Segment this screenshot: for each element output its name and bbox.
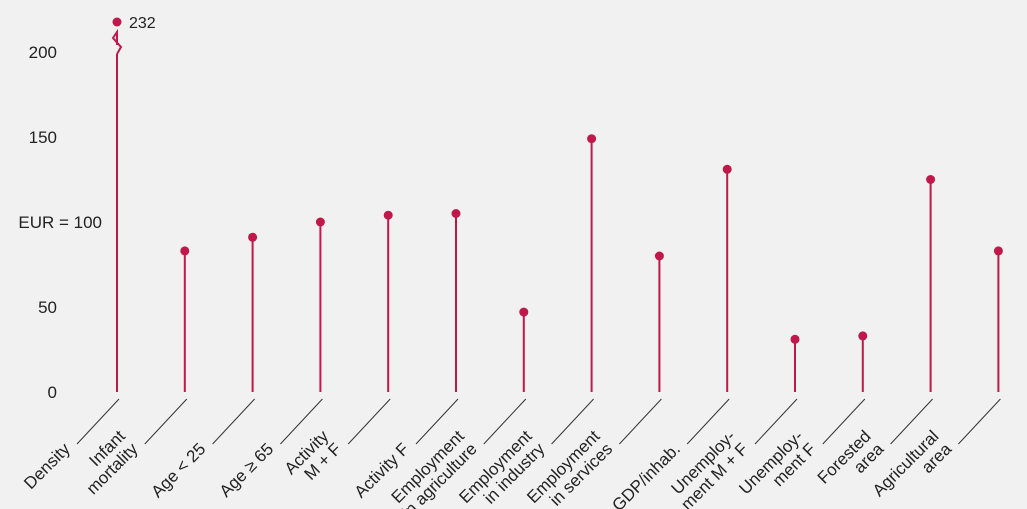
axis-break xyxy=(111,28,123,55)
y-tick-label: 0 xyxy=(48,383,57,402)
category-label: Unemploy-ment M + F xyxy=(668,427,752,509)
dot xyxy=(451,209,461,218)
y-tick-label: 150 xyxy=(29,128,57,147)
category-label-line: GDP/inhab. xyxy=(608,439,684,509)
label-leader xyxy=(280,398,323,445)
label-leader xyxy=(144,398,188,445)
dot xyxy=(248,232,258,242)
label-leader xyxy=(890,398,933,445)
y-tick-label: EUR = 100 xyxy=(18,213,102,232)
dot xyxy=(858,331,868,341)
label-leader xyxy=(822,398,866,445)
dot xyxy=(722,164,732,174)
label-leader xyxy=(551,398,594,445)
dot xyxy=(993,246,1003,256)
dot xyxy=(315,217,325,227)
dot xyxy=(112,17,122,27)
dot xyxy=(790,334,800,344)
label-leader xyxy=(686,398,730,445)
label-leader xyxy=(347,398,391,445)
dot xyxy=(383,210,393,220)
y-tick-label: 50 xyxy=(38,298,57,317)
category-label: Age < 25 xyxy=(148,439,210,501)
category-label: Age ≥ 65 xyxy=(216,439,277,500)
category-label-line: Density xyxy=(20,439,74,493)
category-label: GDP/inhab. xyxy=(608,439,684,509)
label-leader xyxy=(958,398,1001,445)
data-label: 232 xyxy=(129,15,156,32)
label-leader xyxy=(483,398,527,445)
dot xyxy=(180,246,190,256)
category-label-line: Age ≥ 65 xyxy=(216,439,277,500)
dot xyxy=(587,134,597,144)
dot xyxy=(926,175,936,184)
label-leader xyxy=(212,398,255,445)
y-tick-label: 200 xyxy=(29,43,57,62)
label-leader xyxy=(754,398,798,445)
category-label: Unemploy-ment F xyxy=(735,427,819,499)
dot xyxy=(519,307,529,317)
label-leader xyxy=(619,398,662,445)
label-leader xyxy=(76,398,120,445)
dot xyxy=(654,251,664,261)
category-label: Density xyxy=(20,439,74,493)
category-label-line: Age < 25 xyxy=(148,439,210,501)
label-leader xyxy=(415,398,459,445)
